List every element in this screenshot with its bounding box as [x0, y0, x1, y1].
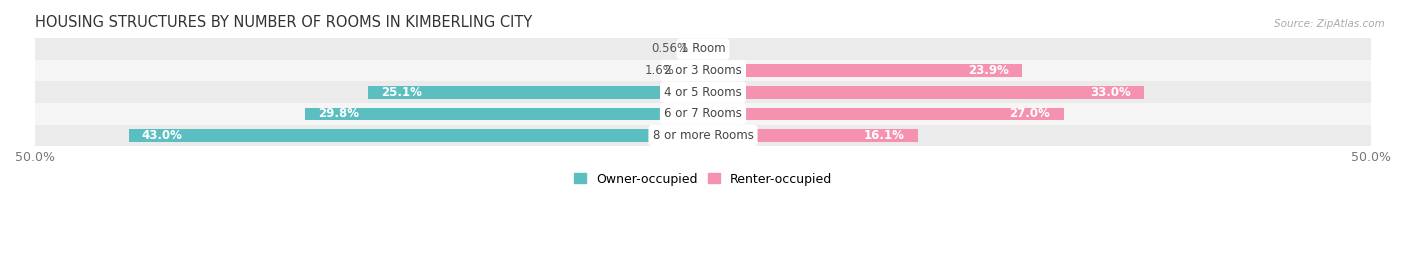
Bar	[703, 86, 1144, 98]
Text: 2 or 3 Rooms: 2 or 3 Rooms	[664, 64, 742, 77]
Text: 33.0%: 33.0%	[1090, 86, 1130, 99]
Text: 25.1%: 25.1%	[381, 86, 422, 99]
Bar	[703, 108, 1064, 120]
Text: 8 or more Rooms: 8 or more Rooms	[652, 129, 754, 142]
Text: Source: ZipAtlas.com: Source: ZipAtlas.com	[1274, 19, 1385, 29]
Text: 43.0%: 43.0%	[142, 129, 183, 142]
Text: 0.56%: 0.56%	[652, 43, 689, 55]
Text: 23.9%: 23.9%	[969, 64, 1010, 77]
Bar	[703, 64, 1022, 77]
Bar	[35, 60, 1371, 82]
Bar	[35, 38, 1371, 60]
Bar	[682, 64, 703, 77]
Bar	[128, 129, 703, 142]
Bar	[696, 43, 703, 55]
Legend: Owner-occupied, Renter-occupied: Owner-occupied, Renter-occupied	[574, 173, 832, 186]
Text: 4 or 5 Rooms: 4 or 5 Rooms	[664, 86, 742, 99]
Bar	[305, 108, 703, 120]
Bar	[35, 125, 1371, 146]
Text: 16.1%: 16.1%	[863, 129, 904, 142]
Text: 27.0%: 27.0%	[1010, 107, 1050, 121]
Text: 1.6%: 1.6%	[645, 64, 675, 77]
Bar	[367, 86, 703, 98]
Text: HOUSING STRUCTURES BY NUMBER OF ROOMS IN KIMBERLING CITY: HOUSING STRUCTURES BY NUMBER OF ROOMS IN…	[35, 15, 533, 30]
Bar	[35, 103, 1371, 125]
Bar	[35, 82, 1371, 103]
Text: 29.8%: 29.8%	[318, 107, 359, 121]
Text: 6 or 7 Rooms: 6 or 7 Rooms	[664, 107, 742, 121]
Bar	[703, 129, 918, 142]
Text: 1 Room: 1 Room	[681, 43, 725, 55]
